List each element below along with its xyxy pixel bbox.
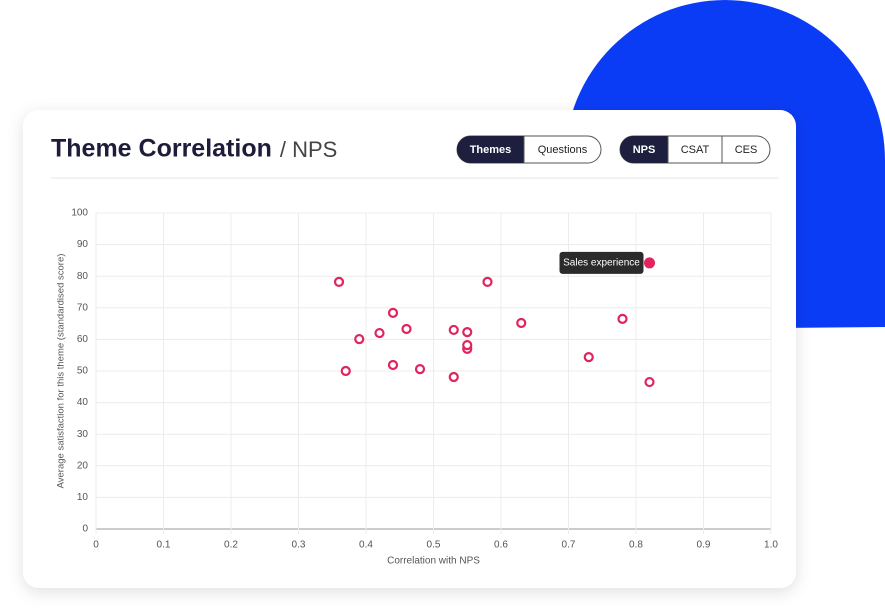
toggle-button[interactable]: CSAT bbox=[667, 136, 710, 163]
point[interactable] bbox=[644, 376, 655, 388]
y-tick-label: 70 bbox=[77, 302, 89, 313]
x-tick-label: 0.9 bbox=[697, 540, 711, 551]
point[interactable] bbox=[644, 257, 655, 269]
toggle-label: Themes bbox=[470, 144, 512, 156]
point[interactable] bbox=[354, 333, 365, 345]
toggle-button[interactable]: Themes bbox=[457, 136, 524, 163]
point[interactable] bbox=[462, 327, 473, 338]
toggle-label: CES bbox=[735, 144, 758, 156]
toggle-button[interactable]: CES bbox=[721, 136, 758, 163]
toggle-active bbox=[457, 136, 524, 163]
x-tick-label: 0.4 bbox=[359, 540, 373, 551]
x-tick-label: 0.6 bbox=[494, 540, 508, 551]
toggle-label: Questions bbox=[538, 144, 588, 156]
y-tick-label: 10 bbox=[77, 492, 89, 503]
x-tick-label: 0.8 bbox=[629, 540, 643, 551]
subtitle: / NPS bbox=[280, 137, 337, 162]
y-axis-title: Average satisfaction for this theme (sta… bbox=[56, 254, 67, 489]
x-tick-label: 0.7 bbox=[562, 540, 576, 551]
x-axis-title: Correlation with NPS bbox=[387, 556, 480, 567]
y-tick-label: 30 bbox=[77, 429, 89, 440]
tooltip-label: Sales experience bbox=[563, 258, 640, 269]
toggle-active bbox=[620, 136, 668, 163]
x-tick-label: 0.5 bbox=[427, 540, 441, 551]
card bbox=[23, 110, 796, 588]
x-tick-label: 1.0 bbox=[764, 540, 778, 551]
point[interactable] bbox=[448, 324, 459, 336]
toggle-label: NPS bbox=[633, 144, 656, 156]
y-tick-label: 20 bbox=[77, 460, 89, 471]
toggle-button[interactable]: NPS bbox=[620, 136, 668, 163]
x-tick-label: 0.3 bbox=[292, 540, 306, 551]
y-tick-label: 60 bbox=[77, 334, 89, 345]
toggle-label: CSAT bbox=[681, 144, 710, 156]
plot: 0 10 20 30 40 50 60 70 80 90 100 0 0.1 0.2 0.3 0.4 0.5 0.… bbox=[56, 208, 779, 567]
y-tick-label: 80 bbox=[77, 271, 89, 282]
y-tick-label: 100 bbox=[71, 208, 88, 219]
tooltip bbox=[559, 251, 644, 274]
point[interactable] bbox=[374, 327, 385, 339]
point[interactable] bbox=[387, 359, 399, 371]
point[interactable] bbox=[482, 276, 493, 287]
x-tick-label: 0.1 bbox=[157, 540, 171, 551]
x-tick-label: 0 bbox=[93, 540, 99, 551]
point[interactable] bbox=[583, 351, 594, 363]
point[interactable] bbox=[340, 365, 351, 377]
point[interactable] bbox=[333, 276, 345, 287]
point[interactable] bbox=[462, 339, 473, 351]
y-tick-label: 40 bbox=[77, 397, 89, 408]
point[interactable] bbox=[617, 313, 628, 324]
title: Theme Correlation bbox=[51, 135, 272, 163]
toggle-button[interactable]: Questions bbox=[523, 136, 588, 163]
point[interactable] bbox=[387, 307, 399, 318]
point[interactable] bbox=[448, 371, 459, 383]
point[interactable] bbox=[401, 323, 412, 335]
x-tick-label: 0.2 bbox=[224, 540, 238, 551]
point[interactable] bbox=[516, 317, 527, 329]
y-tick-label: 90 bbox=[77, 239, 89, 250]
y-tick-label: 0 bbox=[82, 524, 88, 535]
point[interactable] bbox=[414, 364, 426, 375]
y-tick-label: 50 bbox=[77, 366, 89, 377]
